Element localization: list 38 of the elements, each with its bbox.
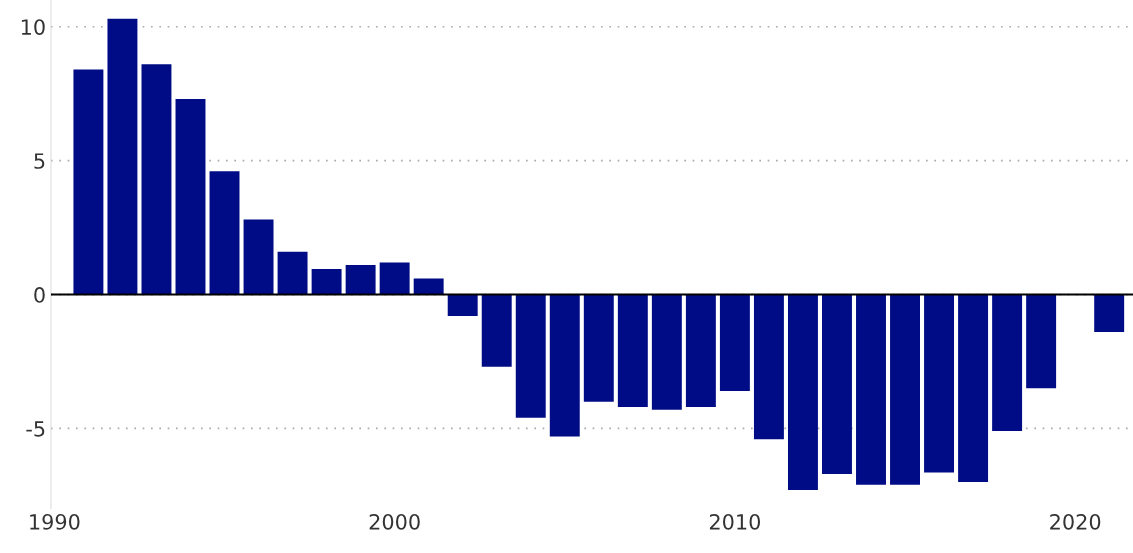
bar (549, 294, 580, 437)
bar (583, 294, 614, 402)
bar (924, 294, 955, 473)
bar (175, 99, 206, 295)
bar (856, 294, 886, 485)
bar (141, 64, 172, 295)
bar (787, 294, 818, 491)
bar (107, 18, 138, 295)
bar (311, 269, 342, 295)
bar (719, 294, 750, 391)
bar (209, 171, 240, 295)
x-tick-label: 1990 (30, 513, 80, 530)
y-tick-label: 10 (21, 19, 45, 35)
bar (481, 294, 512, 367)
bar (447, 294, 478, 316)
bar (413, 278, 444, 295)
bar (685, 294, 716, 408)
bar (73, 69, 104, 295)
y-tick-label: 5 (34, 153, 45, 169)
bar (822, 294, 852, 474)
bar (345, 265, 376, 295)
bar (1094, 294, 1125, 333)
bar (753, 294, 784, 440)
bar (277, 251, 308, 295)
bar (617, 294, 648, 408)
bar (379, 262, 410, 295)
x-tick-label: 2020 (1050, 513, 1101, 530)
bar (1026, 294, 1057, 389)
bar (958, 294, 989, 482)
bar (992, 294, 1023, 432)
x-tick-label: 2000 (369, 513, 420, 530)
bar (890, 294, 920, 485)
bar (651, 294, 682, 410)
x-tick-label: 2010 (709, 513, 761, 530)
y-tick-label: 0 (34, 287, 45, 303)
bar (243, 219, 274, 295)
y-tick-label: -5 (26, 421, 45, 437)
bar (515, 294, 546, 418)
